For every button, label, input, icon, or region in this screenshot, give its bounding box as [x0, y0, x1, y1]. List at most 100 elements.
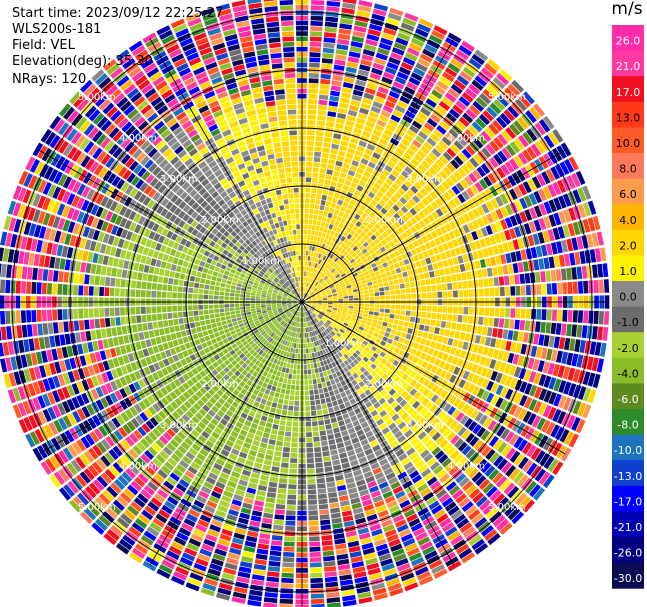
gate: [461, 323, 467, 332]
gate: [315, 462, 324, 468]
gate: [294, 316, 297, 322]
gate: [238, 373, 245, 380]
gate: [314, 317, 319, 323]
gate: [334, 165, 342, 172]
gate: [292, 426, 299, 432]
gate: [271, 385, 277, 392]
gate: [448, 465, 459, 476]
gate: [296, 317, 299, 322]
gate: [23, 368, 32, 383]
gate: [280, 583, 294, 589]
gate: [392, 109, 404, 119]
gate: [341, 589, 355, 597]
gate: [348, 51, 361, 59]
gate: [390, 195, 399, 204]
gate: [380, 558, 394, 567]
gate: [141, 509, 154, 521]
gate: [338, 495, 349, 502]
gate: [332, 400, 338, 407]
gate: [323, 32, 337, 38]
gate: [282, 307, 288, 310]
gate: [344, 125, 353, 132]
gate: [322, 550, 335, 557]
gate: [236, 331, 243, 337]
gate: [326, 169, 333, 175]
gate: [500, 206, 509, 218]
gate: [374, 223, 381, 230]
gate: [362, 283, 368, 288]
gate: [278, 398, 284, 404]
gate: [66, 384, 75, 397]
gate: [435, 421, 444, 431]
gate: [310, 326, 314, 331]
gate: [305, 166, 313, 172]
gate: [91, 522, 105, 535]
gate: [303, 348, 306, 354]
gate: [321, 319, 326, 324]
gate: [405, 367, 413, 376]
gate: [193, 499, 205, 509]
gate: [302, 317, 304, 323]
gate: [558, 254, 566, 267]
gate: [182, 336, 189, 344]
gate: [325, 397, 332, 403]
gate: [372, 207, 380, 215]
gate: [329, 324, 335, 329]
gate: [588, 280, 594, 294]
gate: [437, 335, 444, 343]
gate: [361, 320, 367, 325]
gate: [528, 193, 538, 206]
gate: [393, 319, 399, 325]
gate: [217, 340, 224, 347]
gate: [343, 231, 349, 238]
gate: [289, 463, 298, 469]
gate: [457, 152, 468, 163]
gate: [391, 169, 400, 178]
gate: [289, 395, 295, 401]
gate: [305, 411, 311, 417]
gate: [264, 317, 270, 322]
gate: [537, 232, 545, 244]
gate: [219, 362, 227, 370]
gate: [236, 576, 250, 584]
gate: [335, 474, 344, 481]
gate: [324, 269, 329, 275]
gate: [349, 199, 357, 206]
gate: [509, 468, 521, 481]
gate: [312, 299, 317, 301]
gate: [332, 225, 338, 232]
gate: [140, 340, 147, 349]
gate: [522, 181, 532, 194]
gate: [194, 425, 203, 434]
gate: [240, 346, 247, 353]
gate: [199, 387, 207, 395]
gate: [430, 277, 436, 285]
gate: [327, 327, 332, 332]
gate: [305, 294, 309, 299]
gate: [536, 309, 542, 320]
gate: [423, 453, 434, 463]
gate: [598, 279, 605, 293]
gate: [362, 153, 371, 161]
gate: [204, 413, 213, 422]
gate: [335, 286, 341, 290]
gate: [377, 377, 385, 385]
gate: [400, 457, 411, 466]
gate: [340, 284, 346, 288]
gate: [220, 418, 228, 426]
gate: [363, 310, 369, 314]
gate: [187, 465, 198, 475]
gate: [523, 396, 533, 409]
gate: [398, 453, 408, 462]
gate: [49, 455, 61, 470]
gate: [298, 306, 301, 312]
gate: [464, 333, 471, 342]
gate: [504, 229, 512, 241]
gate: [400, 183, 409, 192]
gate: [304, 312, 307, 317]
gate: [308, 321, 311, 327]
gate: [329, 275, 335, 280]
gate: [336, 275, 342, 281]
gate: [309, 390, 314, 396]
gate: [333, 533, 345, 540]
